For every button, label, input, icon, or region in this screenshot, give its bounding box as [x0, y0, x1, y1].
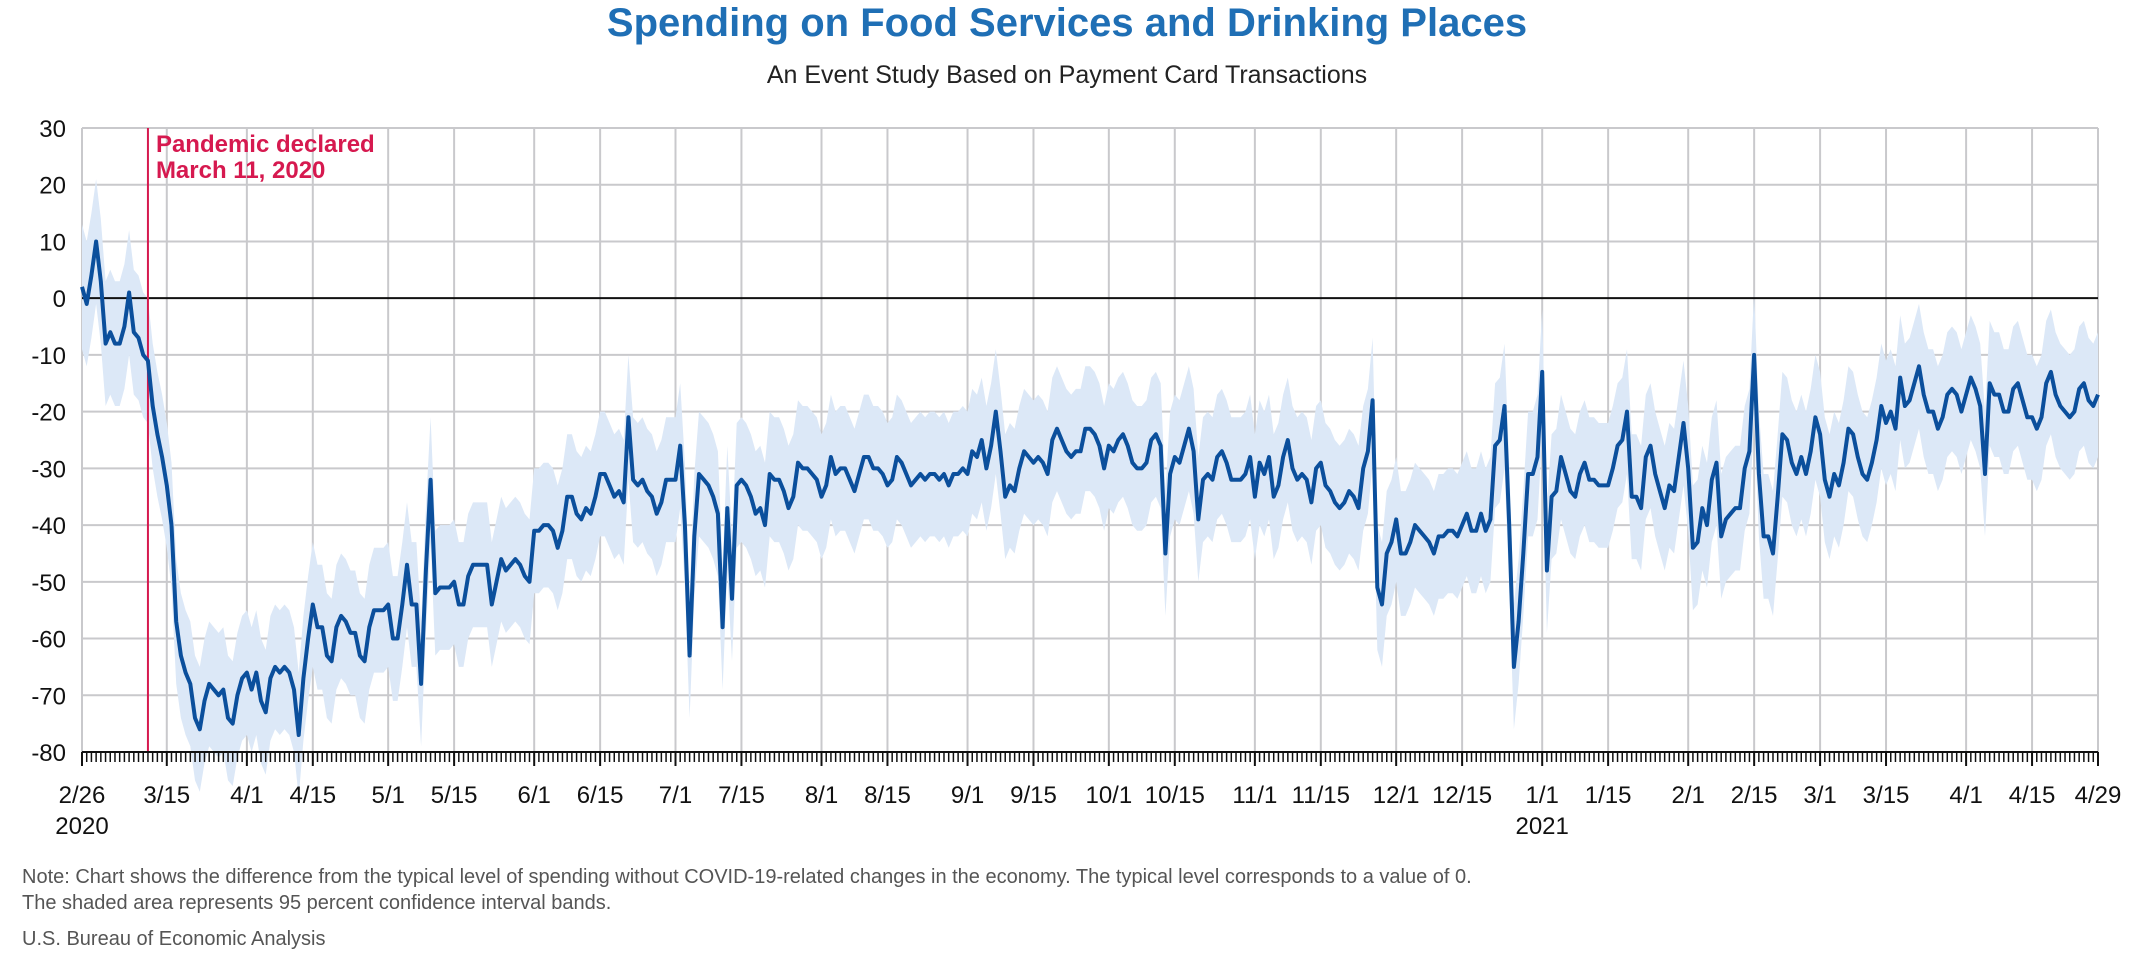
x-tick-label: 9/1: [951, 782, 984, 809]
x-tick-label: 12/1: [1373, 782, 1420, 809]
y-tick-label: -50: [31, 570, 66, 597]
axes: 30 20 10 0 -10 -20 -30 -40 -50 -60 -70 -80 2/26 2020 3…: [31, 116, 2121, 840]
x-tick-label: 2/1: [1672, 782, 1705, 809]
x-tick-label: 1/1: [1525, 782, 1558, 809]
x-tick-label: 3/15: [143, 782, 190, 809]
y-tick-label: -10: [31, 343, 66, 370]
x-tick-label: 2/15: [1731, 782, 1778, 809]
x-tick-label: 7/15: [718, 782, 765, 809]
series-line: [80, 239, 2100, 737]
note-line-2: The shaded area represents 95 percent co…: [22, 892, 612, 914]
x-tick-label: 3/1: [1803, 782, 1836, 809]
y-tick-label: -20: [31, 400, 66, 427]
x-tick-label: 5/15: [431, 782, 478, 809]
x-tick-label: 6/15: [577, 782, 624, 809]
x-tick-label: 12/15: [1432, 782, 1492, 809]
y-tick-label: 30: [39, 116, 66, 143]
x-tick-label: 4/1: [1949, 782, 1982, 809]
confidence-band: [82, 179, 2098, 798]
y-tick-label: -70: [31, 683, 66, 710]
x-tick-label: 2/26: [59, 782, 106, 809]
y-tick-label: -60: [31, 627, 66, 654]
x-tick-label: 4/1: [230, 782, 263, 809]
x-tick-label: 4/29: [2075, 782, 2122, 809]
annotation-text: Pandemic declared: [156, 131, 375, 158]
x-tick-label: 8/15: [864, 782, 911, 809]
x-tick-label: 10/15: [1145, 782, 1205, 809]
x-tick-label: 11/1: [1232, 782, 1277, 809]
x-tick-label: 7/1: [659, 782, 692, 809]
y-tick-label: -40: [31, 513, 66, 540]
x-year-label: 2020: [55, 813, 108, 840]
x-tick-label: 4/15: [2009, 782, 2056, 809]
annotation-text: March 11, 2020: [156, 157, 325, 184]
chart-note: Note: Chart shows the difference from th…: [22, 864, 1472, 916]
y-tick-label: -30: [31, 456, 66, 483]
x-tick-label: 11/15: [1292, 782, 1350, 809]
x-tick-label: 4/15: [289, 782, 336, 809]
y-tick-label: 20: [39, 173, 66, 200]
y-tick-label: -80: [31, 740, 66, 767]
y-tick-label: 0: [53, 286, 66, 313]
note-line-1: Note: Chart shows the difference from th…: [22, 866, 1472, 888]
x-tick-label: 3/15: [1863, 782, 1910, 809]
chart-subtitle: An Event Study Based on Payment Card Tra…: [766, 61, 1368, 89]
x-tick-label: 10/1: [1085, 782, 1132, 809]
x-tick-label: 8/1: [805, 782, 838, 809]
chart-title: Spending on Food Services and Drinking P…: [606, 1, 1528, 45]
source-label: U.S. Bureau of Economic Analysis: [22, 928, 326, 950]
x-tick-label: 1/15: [1585, 782, 1632, 809]
x-year-label: 2021: [1515, 813, 1568, 840]
y-tick-label: 10: [39, 229, 66, 256]
x-tick-label: 6/1: [517, 782, 550, 809]
x-tick-label: 9/15: [1010, 782, 1057, 809]
x-tick-label: 5/1: [371, 782, 404, 809]
